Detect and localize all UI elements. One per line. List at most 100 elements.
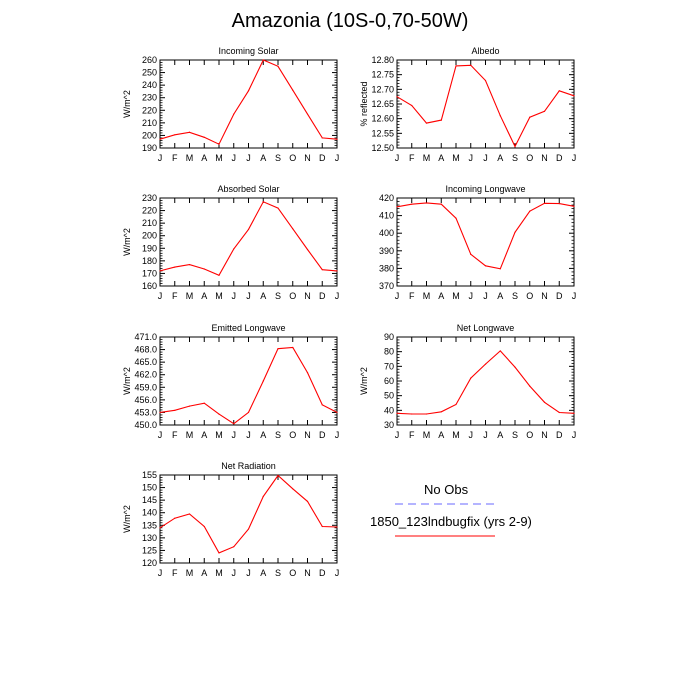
x-tick-label: S	[512, 291, 518, 301]
y-tick-label: 12.70	[371, 84, 394, 94]
data-point	[484, 363, 487, 365]
x-tick-label: J	[232, 291, 237, 301]
x-tick-label: J	[246, 568, 251, 578]
panel-6: Net Radiation W/m^2 120 125 130 135 140 145 150 1…	[122, 461, 339, 578]
data-point	[218, 274, 220, 276]
x-tick-label: F	[409, 291, 415, 301]
data-point	[233, 113, 235, 115]
x-tick-label: O	[289, 153, 296, 163]
data-point	[440, 119, 442, 121]
x-tick-label: A	[260, 153, 266, 163]
data-point	[425, 202, 428, 204]
x-tick-label: J	[335, 430, 340, 440]
panel-title: Emitted Longwave	[211, 323, 285, 333]
y-tick-label: 250	[142, 68, 157, 78]
x-tick-label: F	[172, 291, 178, 301]
data-point	[262, 201, 264, 203]
data-point	[159, 270, 161, 272]
x-tick-label: A	[201, 291, 207, 301]
x-tick-label: N	[304, 568, 311, 578]
plot-frame	[396, 197, 575, 287]
x-tick-label: M	[186, 291, 194, 301]
x-tick-label: J	[572, 153, 577, 163]
y-tick-label: 220	[142, 206, 157, 216]
y-tick-label: 240	[142, 80, 157, 90]
data-point	[306, 500, 309, 502]
y-tick-label: 468.0	[134, 345, 157, 355]
data-point	[159, 138, 161, 140]
x-tick-label: J	[158, 153, 163, 163]
x-tick-label: J	[232, 153, 237, 163]
panel-4: Emitted Longwave W/m^2 450.0 453.0 456.0 459.…	[122, 323, 339, 440]
plot-frame	[396, 59, 575, 149]
x-tick-label: M	[215, 153, 223, 163]
x-tick-label: D	[319, 568, 326, 578]
x-tick-label: F	[409, 430, 415, 440]
data-point	[411, 413, 413, 415]
data-point	[306, 248, 309, 251]
x-tick-label: J	[395, 430, 400, 440]
x-tick-label: D	[319, 153, 326, 163]
data-point	[529, 116, 531, 118]
y-tick-label: 453.0	[134, 407, 157, 417]
data-point	[558, 411, 560, 414]
x-tick-label: M	[452, 153, 460, 163]
x-tick-label: N	[541, 153, 548, 163]
data-point	[262, 59, 264, 61]
data-point	[411, 104, 413, 107]
data-point	[514, 145, 516, 148]
data-point	[174, 266, 176, 268]
y-tick-label: 380	[379, 263, 394, 273]
data-point	[306, 372, 309, 374]
data-point	[292, 346, 294, 349]
y-tick-label: 200	[142, 130, 157, 140]
y-tick-label: 420	[379, 193, 394, 203]
y-tick-label: 230	[142, 93, 157, 103]
x-tick-label: M	[423, 430, 431, 440]
y-tick-label: 170	[142, 268, 157, 278]
x-tick-label: J	[158, 568, 163, 578]
x-tick-label: A	[260, 568, 266, 578]
plot-frame	[396, 336, 575, 426]
data-point	[470, 64, 472, 66]
data-point	[174, 409, 176, 411]
series-line	[396, 64, 575, 148]
data-point	[396, 412, 398, 414]
x-tick-label: J	[232, 568, 237, 578]
data-point	[396, 96, 398, 98]
data-point	[306, 113, 309, 115]
y-axis-label: % reflected	[359, 81, 369, 126]
data-point	[233, 423, 235, 425]
x-tick-label: J	[395, 291, 400, 301]
y-tick-label: 12.75	[371, 70, 394, 80]
data-point	[188, 131, 191, 133]
data-point	[558, 203, 560, 205]
data-point	[499, 268, 501, 270]
data-point	[470, 377, 472, 379]
y-axis-label: W/m^2	[122, 505, 132, 533]
x-tick-label: N	[541, 291, 548, 301]
legend-model-line	[395, 535, 495, 537]
data-point	[455, 65, 457, 67]
data-point	[218, 552, 220, 554]
data-point	[499, 115, 501, 117]
data-point	[262, 495, 264, 497]
data-point	[247, 411, 250, 414]
x-tick-label: A	[260, 291, 266, 301]
x-tick-label: J	[246, 430, 251, 440]
data-point	[292, 228, 294, 230]
data-point	[277, 65, 279, 67]
x-tick-label: N	[304, 291, 311, 301]
y-tick-label: 40	[384, 405, 394, 415]
data-point	[292, 488, 294, 490]
x-tick-label: F	[172, 568, 178, 578]
x-tick-label: M	[186, 568, 194, 578]
data-point	[543, 202, 546, 204]
y-tick-label: 180	[142, 256, 157, 266]
panel-0: Incoming Solar W/m^2 190 200 210 220 230 240 250…	[122, 46, 339, 163]
legend-obs-label: No Obs	[424, 482, 469, 497]
x-tick-label: O	[289, 568, 296, 578]
panel-title: Incoming Solar	[218, 46, 278, 56]
data-point	[203, 525, 205, 528]
legend-obs-line	[395, 503, 495, 505]
